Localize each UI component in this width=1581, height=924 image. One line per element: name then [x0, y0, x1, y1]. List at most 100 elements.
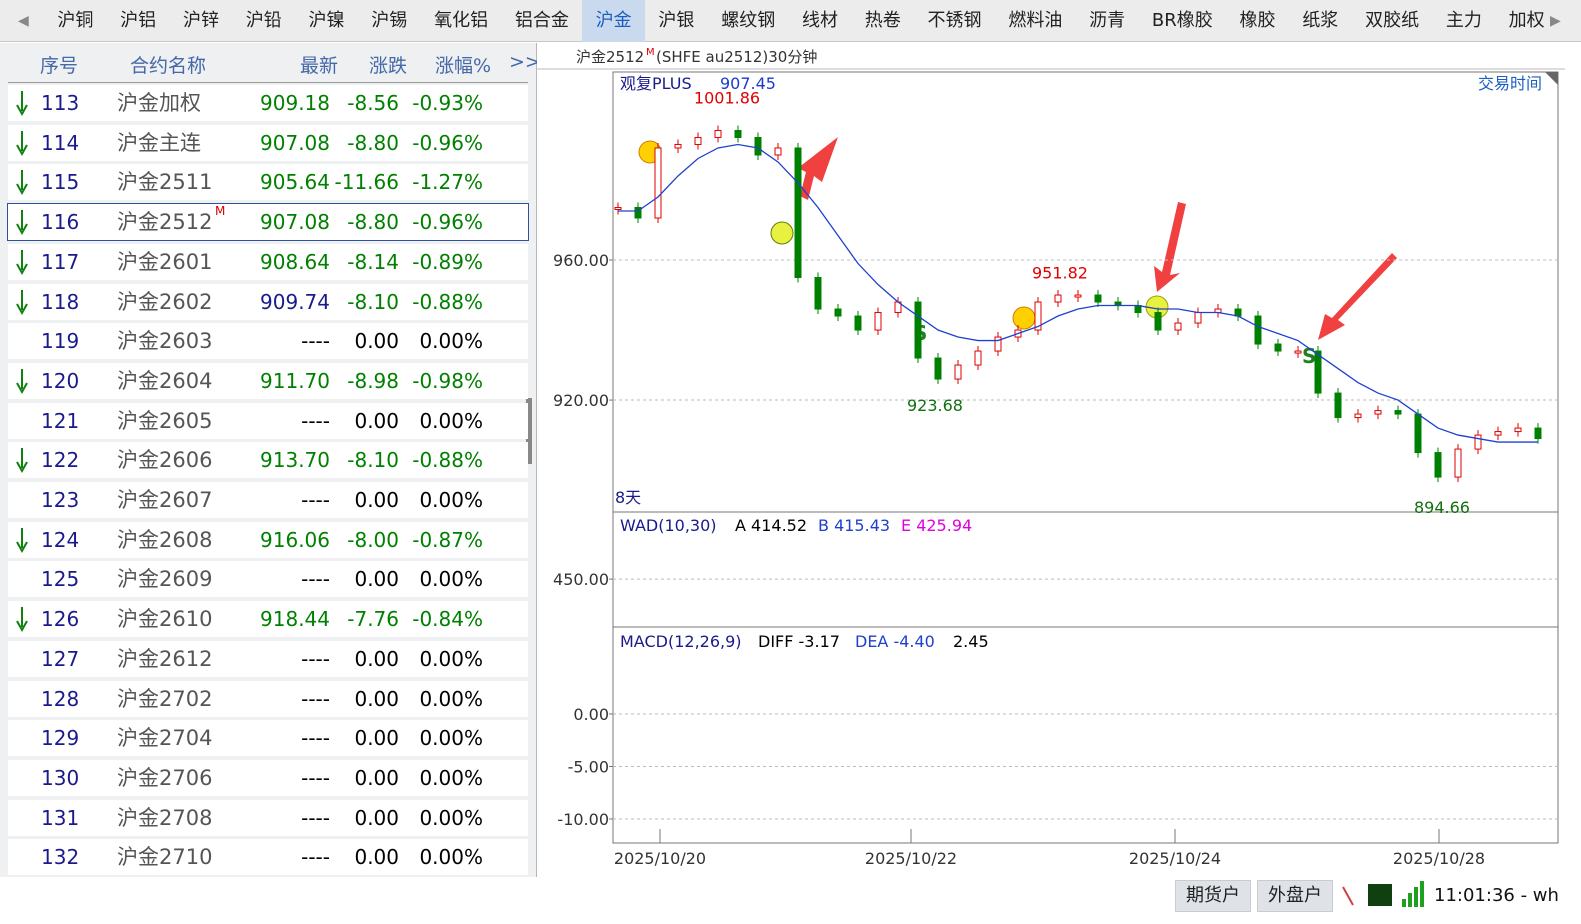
change: 0.00 — [354, 845, 399, 870]
arrow-shape — [16, 91, 28, 117]
table-row[interactable]: 121 沪金2605 ---- 0.00 0.00% — [8, 402, 528, 439]
tab[interactable]: 沪铅 — [245, 9, 282, 31]
table-row[interactable]: 116 沪金2512 M 907.08 -8.80 -0.96% — [7, 203, 529, 242]
arrow-shape — [16, 607, 28, 633]
candle — [774, 147, 782, 156]
candle — [1314, 350, 1322, 394]
seq: 119 — [41, 329, 80, 354]
contract-name: 沪金2603 — [117, 329, 213, 354]
candle — [1494, 431, 1502, 436]
candle — [954, 364, 962, 380]
contract-name: 沪金2606 — [117, 448, 213, 473]
tab[interactable]: 氧化铝 — [434, 9, 489, 31]
legend-entry: DEA -4.40 — [855, 632, 935, 651]
change: -7.76 — [347, 607, 399, 632]
tab[interactable]: 沪金 — [582, 0, 646, 42]
table-row[interactable]: 117 沪金2601 908.64 -8.14 -0.89% — [8, 243, 528, 280]
table-row[interactable]: 127 沪金2612 ---- 0.00 0.00% — [8, 640, 528, 677]
tab[interactable]: 沪铝 — [120, 9, 157, 31]
change-pct: 0.00% — [419, 805, 483, 830]
last-price: ---- — [301, 726, 330, 751]
table-row[interactable]: 130 沪金2706 ---- 0.00 0.00% — [8, 759, 528, 796]
bar-icon — [1420, 881, 1424, 907]
down-arrow — [16, 368, 28, 394]
table-row[interactable]: 124 沪金2608 916.06 -8.00 -0.87% — [8, 521, 528, 558]
status-button[interactable]: 期货户 — [1175, 880, 1251, 912]
table-row[interactable]: 119 沪金2603 ---- 0.00 0.00% — [8, 323, 528, 360]
change: -8.00 — [347, 527, 399, 552]
candle — [1434, 452, 1442, 478]
change-pct: 0.00% — [419, 845, 483, 870]
last-price: 907.08 — [260, 130, 330, 155]
tab[interactable]: 不锈钢 — [927, 9, 982, 31]
change: 0.00 — [354, 646, 399, 671]
table-row[interactable]: 132 沪金2710 ---- 0.00 0.00% — [8, 839, 528, 876]
table-row[interactable]: 131 沪金2708 ---- 0.00 0.00% — [8, 799, 528, 836]
arrow-shape — [16, 130, 28, 156]
arrow — [1154, 202, 1186, 292]
down-arrow — [16, 130, 28, 156]
last-price: 916.06 — [260, 527, 330, 552]
candle — [1474, 434, 1482, 450]
change: 0.00 — [354, 488, 399, 512]
tab[interactable]: 沪铜 — [57, 9, 94, 31]
tab[interactable]: 燃料油 — [1008, 9, 1063, 31]
last-price: 909.18 — [260, 91, 330, 115]
tab[interactable]: 铝合金 — [514, 9, 569, 31]
tab[interactable]: 沪锌 — [182, 9, 219, 31]
high-label: 1001.86 — [694, 88, 760, 107]
table-row[interactable]: 126 沪金2610 918.44 -7.76 -0.84% — [8, 601, 528, 638]
table-row[interactable]: 113 沪金加权 909.18 -8.56 -0.93% — [8, 85, 528, 121]
change-pct: 0.00% — [419, 488, 483, 512]
table-row[interactable]: 115 沪金2511 905.64 -11.66 -1.27% — [8, 164, 528, 201]
candle — [1034, 301, 1042, 331]
tab[interactable]: 沪镍 — [308, 9, 345, 31]
y-tick-label: 450.00 — [553, 570, 609, 589]
y-tick-label: -5.00 — [568, 757, 609, 776]
tab[interactable]: 线材 — [801, 9, 838, 31]
tab[interactable]: 主力 — [1445, 9, 1482, 31]
tab[interactable]: BR橡胶 — [1151, 9, 1213, 31]
bar-icon — [1402, 899, 1406, 907]
tab[interactable]: 双胶纸 — [1365, 9, 1420, 31]
last-price: 913.70 — [260, 448, 330, 473]
chart-bg — [537, 43, 1565, 877]
status-button[interactable]: 外盘户 — [1257, 880, 1333, 912]
table-row[interactable]: 118 沪金2602 909.74 -8.10 -0.88% — [8, 283, 528, 320]
candle — [1054, 294, 1062, 303]
change-pct: -0.96% — [412, 210, 483, 235]
candle — [1534, 427, 1542, 440]
change-pct: -0.96% — [412, 130, 483, 155]
seq: 113 — [41, 91, 80, 115]
table-row[interactable]: 122 沪金2606 913.70 -8.10 -0.88% — [8, 442, 528, 479]
tab[interactable]: 纸浆 — [1302, 9, 1339, 31]
tab[interactable]: 螺纹钢 — [721, 9, 776, 31]
change: 0.00 — [354, 805, 399, 830]
arrow-shape — [16, 368, 28, 394]
tab[interactable]: 橡胶 — [1239, 9, 1276, 31]
change-pct: 0.00% — [419, 567, 483, 592]
corner — [1545, 72, 1558, 85]
seq: 130 — [41, 765, 80, 790]
last-price: 911.70 — [260, 368, 330, 393]
tab[interactable]: 加权 — [1508, 9, 1545, 31]
candle — [994, 336, 1002, 352]
table-row[interactable]: 114 沪金主连 907.08 -8.80 -0.96% — [8, 124, 528, 161]
indicator-value: 907.45 — [720, 74, 776, 93]
column-header: 最新 — [299, 55, 338, 77]
legend-entry: 2.45 — [953, 632, 989, 651]
table-row[interactable]: 123 沪金2607 ---- 0.00 0.00% — [8, 482, 528, 518]
tab[interactable]: 沪银 — [658, 9, 695, 31]
table-row[interactable]: 125 沪金2609 ---- 0.00 0.00% — [8, 561, 528, 598]
arrow-shape — [16, 289, 28, 315]
table-row[interactable]: 128 沪金2702 ---- 0.00 0.00% — [8, 680, 528, 717]
tab[interactable]: 沥青 — [1089, 9, 1126, 31]
table-row[interactable]: 120 沪金2604 911.70 -8.98 -0.98% — [8, 362, 528, 399]
last-price: 905.64 — [260, 170, 330, 195]
column-header: >> — [509, 51, 541, 73]
clock: 11:01:36 - wh — [1434, 885, 1559, 906]
table-row[interactable]: 129 沪金2704 ---- 0.00 0.00% — [8, 720, 528, 757]
change: -8.14 — [347, 249, 399, 274]
tab[interactable]: 热卷 — [864, 9, 901, 31]
tab[interactable]: 沪锡 — [371, 9, 408, 31]
